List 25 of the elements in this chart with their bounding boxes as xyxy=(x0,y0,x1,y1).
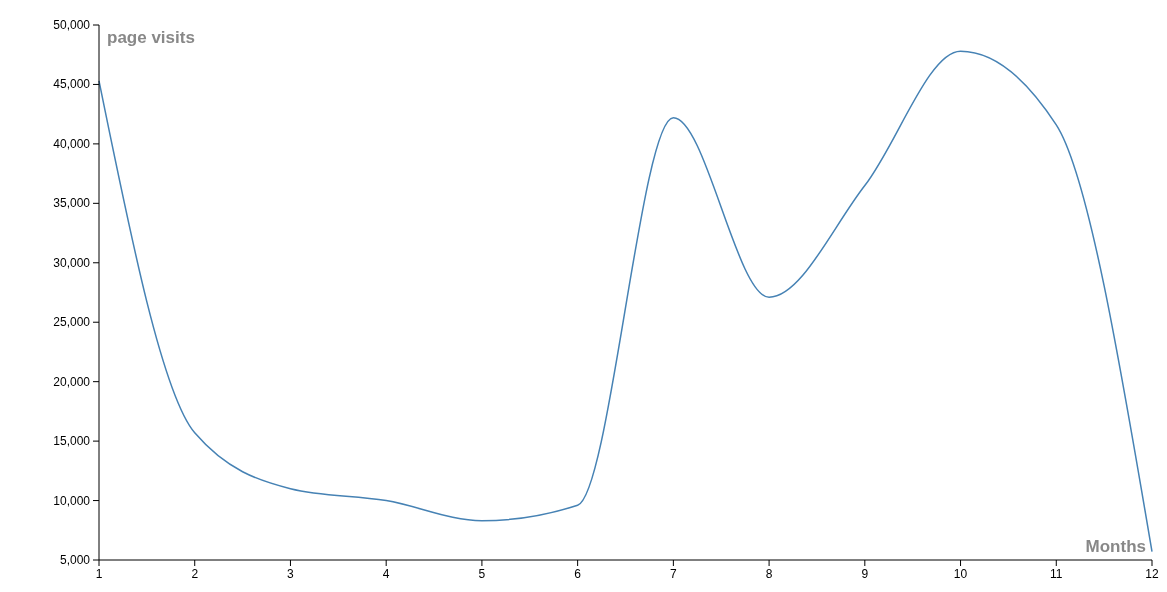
line-series xyxy=(98,50,1153,553)
x-tick-label: 1 xyxy=(95,567,103,581)
x-tick-label: 4 xyxy=(382,567,390,581)
x-tick-label: 7 xyxy=(670,567,678,581)
y-tick-label: 45,000 xyxy=(53,77,91,92)
y-tick-label: 10,000 xyxy=(53,493,91,508)
x-tick-label: 11 xyxy=(1050,567,1063,581)
x-tick-label: 6 xyxy=(574,567,582,581)
y-tick-label: 25,000 xyxy=(53,315,91,330)
y-tick-label: 30,000 xyxy=(53,255,91,270)
x-tick-label: 5 xyxy=(478,567,486,581)
x-tick-label: 10 xyxy=(953,567,968,581)
y-axis-title: page visits xyxy=(107,28,195,47)
y-tick-label: 20,000 xyxy=(53,374,91,389)
x-axis-title: Months xyxy=(1085,537,1146,556)
x-tick-label: 8 xyxy=(765,567,773,581)
y-tick-label: 40,000 xyxy=(53,136,91,151)
y-tick-label: 50,000 xyxy=(53,18,91,32)
x-tick-label: 12 xyxy=(1145,567,1159,581)
x-tick-label: 9 xyxy=(861,567,869,581)
y-tick-label: 5,000 xyxy=(59,553,91,567)
y-tick-label: 35,000 xyxy=(53,196,91,211)
x-tick-label: 3 xyxy=(287,567,295,581)
x-tick-label: 2 xyxy=(191,567,199,581)
y-tick-label: 15,000 xyxy=(53,434,91,449)
